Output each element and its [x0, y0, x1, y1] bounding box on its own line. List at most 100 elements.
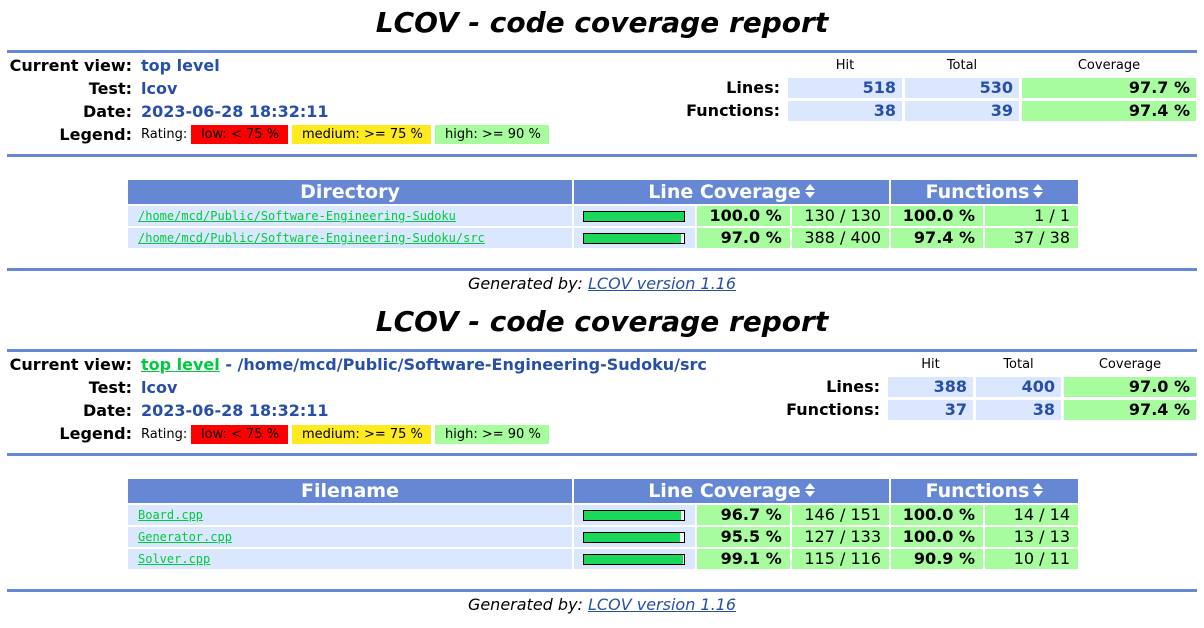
file-link[interactable]: Generator.cpp — [138, 530, 232, 544]
table-header-row: Directory Line Coverage Functions — [128, 180, 1078, 204]
line-coverage-count: 115 / 116 — [791, 549, 889, 569]
date-label: Date: — [83, 102, 132, 121]
page-title: LCOV - code coverage report — [375, 6, 829, 39]
current-view-value: top level - /home/mcd/Public/Software-En… — [141, 355, 707, 375]
header-rule — [7, 50, 1197, 53]
table-row: Board.cpp 96.7 % 146 / 151 100.0 % 14 / … — [128, 505, 1078, 525]
filename-cell: Solver.cpp — [128, 549, 572, 569]
summary-lines-label: Lines: — [826, 377, 880, 396]
functions-column-header[interactable]: Functions — [891, 479, 1078, 503]
summary-lines-coverage: 97.7 % — [1022, 78, 1196, 98]
summary-functions-label: Functions: — [686, 101, 780, 120]
generated-by: Generated by: LCOV version 1.16 — [0, 274, 1204, 293]
coverage-bar-cell — [574, 228, 695, 248]
summary-coverage-header: Coverage — [1098, 357, 1162, 372]
coverage-bar-cell — [574, 206, 695, 226]
sort-icon[interactable] — [1033, 183, 1044, 198]
legend-label: Legend: — [59, 125, 132, 144]
function-coverage-count: 37 / 38 — [985, 228, 1078, 248]
line-coverage-percent: 100.0 % — [696, 206, 790, 226]
coverage-bar — [583, 211, 686, 222]
sort-icon[interactable] — [1033, 482, 1044, 497]
line-coverage-percent: 96.7 % — [696, 505, 790, 525]
legend-rating-label: Rating: — [141, 427, 188, 442]
file-link[interactable]: Solver.cpp — [138, 552, 211, 566]
coverage-bar — [583, 554, 686, 565]
generated-by-label: Generated by: — [467, 595, 583, 614]
table-row: /home/mcd/Public/Software-Engineering-Su… — [128, 206, 1078, 226]
summary-rule — [7, 453, 1197, 456]
coverage-bar-fill — [584, 533, 680, 542]
report-top-level: LCOV - code coverage report Current view… — [0, 0, 1204, 300]
function-coverage-count: 1 / 1 — [985, 206, 1078, 226]
coverage-bar-fill — [584, 555, 684, 564]
summary-lines-total: 530 — [905, 78, 1019, 98]
page-title: LCOV - code coverage report — [375, 305, 829, 338]
legend-medium: medium: >= 75 % — [292, 425, 431, 444]
current-view-value: top level — [141, 56, 220, 76]
summary-lines-total: 400 — [976, 377, 1061, 397]
line-coverage-column-header[interactable]: Line Coverage — [574, 180, 889, 204]
coverage-bar-fill — [584, 511, 681, 520]
current-view-label: Current view: — [9, 56, 132, 75]
footer-rule — [7, 268, 1197, 271]
top-level-link[interactable]: top level — [141, 355, 220, 374]
table-row: Generator.cpp 95.5 % 127 / 133 100.0 % 1… — [128, 527, 1078, 547]
summary-lines-hit: 518 — [788, 78, 902, 98]
summary-total-header: Total — [1003, 357, 1034, 372]
test-value: lcov — [141, 79, 178, 98]
legend-low: low: < 75 % — [191, 125, 288, 144]
sort-icon[interactable] — [804, 482, 815, 497]
function-coverage-count: 10 / 11 — [985, 549, 1078, 569]
summary-functions-coverage: 97.4 % — [1022, 101, 1196, 121]
coverage-bar-fill — [584, 234, 682, 243]
legend-high: high: >= 90 % — [435, 125, 549, 144]
summary-lines-coverage: 97.0 % — [1064, 377, 1196, 397]
legend-medium: medium: >= 75 % — [292, 125, 431, 144]
directory-table: Directory Line Coverage Functions /home/… — [126, 178, 1080, 250]
test-label: Test: — [88, 79, 132, 98]
line-coverage-percent: 97.0 % — [696, 228, 790, 248]
file-table: Filename Line Coverage Functions Board.c… — [126, 477, 1080, 571]
legend-rating-label: Rating: — [141, 127, 188, 142]
directory-name-cell: /home/mcd/Public/Software-Engineering-Su… — [128, 206, 572, 226]
date-label: Date: — [83, 401, 132, 420]
coverage-bar-fill — [584, 212, 685, 221]
functions-column-header[interactable]: Functions — [891, 180, 1078, 204]
lcov-version-link[interactable]: LCOV version 1.16 — [588, 595, 737, 614]
filename-column-header[interactable]: Filename — [128, 479, 572, 503]
current-view-label: Current view: — [9, 355, 132, 374]
legend-low: low: < 75 % — [191, 425, 288, 444]
function-coverage-percent: 100.0 % — [891, 206, 983, 226]
directory-link[interactable]: /home/mcd/Public/Software-Engineering-Su… — [138, 231, 485, 245]
coverage-bar-cell — [574, 505, 695, 525]
function-coverage-count: 13 / 13 — [985, 527, 1078, 547]
function-coverage-percent: 90.9 % — [891, 549, 983, 569]
table-row: /home/mcd/Public/Software-Engineering-Su… — [128, 228, 1078, 248]
legend: Rating: low: < 75 % medium: >= 75 % high: >… — [141, 125, 553, 145]
coverage-bar — [583, 532, 686, 543]
legend-label: Legend: — [59, 424, 132, 443]
function-coverage-percent: 100.0 % — [891, 505, 983, 525]
file-link[interactable]: Board.cpp — [138, 508, 204, 522]
function-coverage-percent: 97.4 % — [891, 228, 983, 248]
summary-coverage-header: Coverage — [1077, 58, 1141, 73]
summary-total-header: Total — [946, 58, 978, 73]
lcov-version-link[interactable]: LCOV version 1.16 — [588, 274, 737, 293]
directory-column-header[interactable]: Directory — [128, 180, 572, 204]
generated-by-label: Generated by: — [467, 274, 583, 293]
summary-hit-header: Hit — [835, 58, 855, 73]
function-coverage-count: 14 / 14 — [985, 505, 1078, 525]
line-coverage-column-header[interactable]: Line Coverage — [574, 479, 889, 503]
filename-cell: Generator.cpp — [128, 527, 572, 547]
legend: Rating: low: < 75 % medium: >= 75 % high: >… — [141, 425, 553, 445]
directory-link[interactable]: /home/mcd/Public/Software-Engineering-Su… — [138, 209, 456, 223]
line-coverage-count: 127 / 133 — [791, 527, 889, 547]
generated-by: Generated by: LCOV version 1.16 — [0, 595, 1204, 614]
sort-icon[interactable] — [804, 183, 815, 198]
report-src-directory: LCOV - code coverage report Current view… — [0, 300, 1204, 628]
filename-cell: Board.cpp — [128, 505, 572, 525]
summary-functions-label: Functions: — [786, 400, 880, 419]
summary-lines-label: Lines: — [726, 78, 780, 97]
line-coverage-count: 146 / 151 — [791, 505, 889, 525]
